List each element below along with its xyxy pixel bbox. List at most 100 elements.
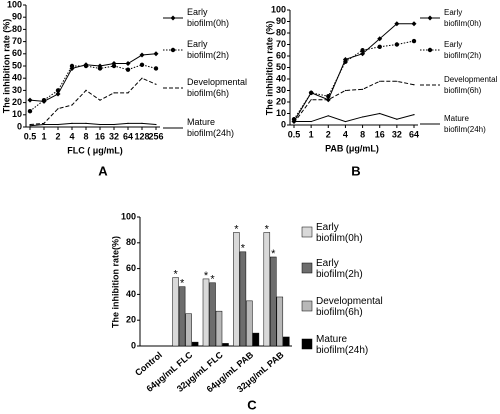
point bbox=[141, 77, 143, 79]
bar bbox=[178, 286, 186, 347]
bar bbox=[209, 282, 216, 347]
point bbox=[413, 84, 415, 86]
point bbox=[379, 112, 381, 115]
series-line bbox=[293, 40, 415, 120]
x-axis-title: FLC ( μg/mL) bbox=[67, 145, 123, 155]
point bbox=[125, 67, 131, 72]
series-line bbox=[29, 64, 157, 112]
annotation: * bbox=[271, 248, 276, 260]
y-tick-label: 90 bbox=[12, 12, 22, 22]
point bbox=[291, 117, 297, 122]
legend-swatch bbox=[301, 338, 313, 350]
point bbox=[113, 92, 115, 94]
x-tick-label: 128 bbox=[134, 131, 149, 141]
legend-marker bbox=[170, 15, 176, 21]
x-tick-label: 0.5 bbox=[288, 129, 301, 139]
point bbox=[113, 123, 115, 126]
x-tick-label: 32 bbox=[392, 129, 402, 139]
x-axis-title: PAB (μg/mL) bbox=[325, 143, 379, 153]
legend-label: Early biofilm(2h) bbox=[444, 40, 482, 60]
legend-marker bbox=[170, 47, 176, 53]
x-tick-label: 8 bbox=[360, 129, 365, 139]
point bbox=[377, 36, 383, 42]
y-tick-label: 0 bbox=[281, 119, 286, 129]
legend-marker bbox=[427, 47, 433, 53]
annotation: * bbox=[265, 223, 270, 235]
legend-label: Mature biofilm(24h) bbox=[316, 334, 368, 356]
bar bbox=[222, 343, 229, 347]
legend-label: Early biofilm(2h) bbox=[187, 39, 229, 60]
y-tick-label: 20 bbox=[12, 97, 22, 107]
series-line bbox=[29, 53, 157, 102]
point bbox=[29, 123, 31, 126]
annotation: * bbox=[173, 269, 178, 281]
y-tick-label: 100 bbox=[7, 0, 22, 9]
point bbox=[57, 108, 59, 110]
y-tick-label: 20 bbox=[126, 315, 136, 325]
point bbox=[344, 89, 347, 92]
bar bbox=[239, 251, 247, 347]
y-tick-label: 100 bbox=[121, 211, 136, 221]
series-line bbox=[29, 77, 157, 126]
point bbox=[361, 116, 364, 118]
y-axis-title: The inhibition rate (%) bbox=[264, 21, 274, 116]
point bbox=[310, 120, 312, 123]
y-tick-label: 40 bbox=[126, 289, 136, 299]
x-tick-label: 16 bbox=[95, 131, 105, 141]
series-line bbox=[294, 112, 415, 123]
point bbox=[308, 90, 314, 96]
y-tick-label: 90 bbox=[276, 16, 286, 26]
point bbox=[413, 114, 415, 116]
legend-label: Early biofilm(0h) bbox=[444, 8, 482, 28]
y-tick-label: 60 bbox=[126, 263, 136, 273]
x-tick-label: 4 bbox=[69, 131, 74, 141]
point bbox=[139, 52, 145, 58]
x-tick-label: 256 bbox=[148, 131, 163, 141]
point bbox=[27, 108, 33, 114]
y-tick-label: 80 bbox=[12, 24, 22, 34]
point bbox=[71, 104, 73, 106]
bar bbox=[233, 232, 240, 347]
series-line bbox=[293, 23, 414, 122]
series-line bbox=[29, 122, 157, 127]
x-tick-label: 4 bbox=[343, 129, 348, 139]
point bbox=[55, 91, 61, 97]
x-tick-label: 1 bbox=[309, 129, 314, 139]
point bbox=[85, 89, 87, 91]
point bbox=[41, 97, 47, 103]
y-tick-label: 50 bbox=[276, 62, 286, 72]
x-tick-label: 8 bbox=[83, 131, 88, 141]
point bbox=[111, 63, 117, 69]
point bbox=[127, 122, 129, 124]
point bbox=[27, 97, 33, 103]
y-tick-label: 10 bbox=[276, 108, 286, 118]
y-tick-label: 30 bbox=[276, 85, 286, 95]
point bbox=[83, 63, 89, 69]
point bbox=[379, 80, 381, 82]
y-tick-label: 10 bbox=[12, 109, 22, 119]
legend-swatch bbox=[301, 262, 313, 274]
legend-swatch bbox=[301, 226, 313, 238]
legend-swatch bbox=[301, 300, 313, 312]
point bbox=[155, 123, 157, 126]
y-tick-label: 60 bbox=[276, 50, 286, 60]
bar bbox=[283, 336, 290, 347]
point bbox=[411, 21, 417, 27]
y-tick-label: 40 bbox=[276, 73, 286, 83]
point bbox=[153, 66, 159, 71]
point bbox=[343, 59, 348, 64]
point bbox=[29, 125, 31, 127]
legend-label: Early biofilm(2h) bbox=[316, 258, 363, 280]
bar bbox=[270, 256, 277, 347]
point bbox=[97, 66, 103, 71]
point bbox=[327, 99, 329, 101]
legend-label: Developmental biofilm(6h) bbox=[187, 77, 250, 98]
point bbox=[293, 122, 295, 124]
y-tick-label: 60 bbox=[12, 48, 22, 58]
bar bbox=[215, 310, 223, 347]
bar bbox=[202, 278, 210, 347]
bar bbox=[191, 341, 199, 347]
point bbox=[327, 115, 329, 117]
y-tick-label: 30 bbox=[12, 85, 22, 95]
y-tick-label: 100 bbox=[271, 4, 286, 14]
